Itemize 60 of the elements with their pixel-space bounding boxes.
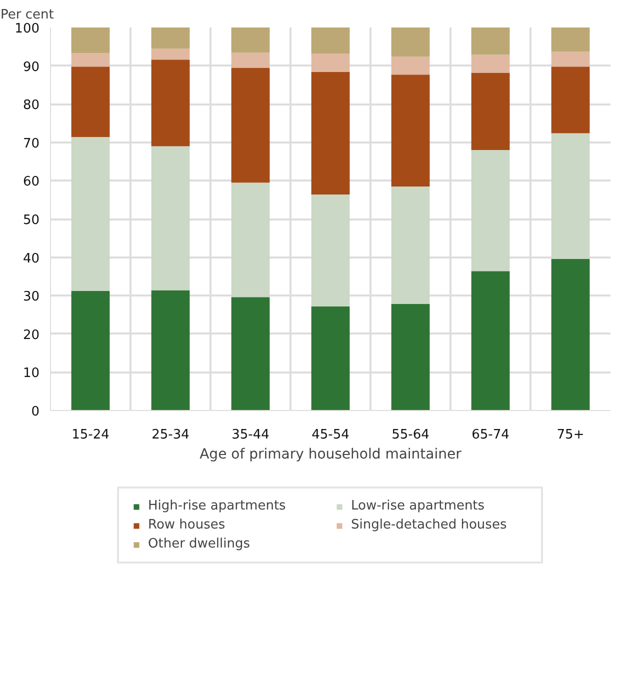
bar bbox=[471, 271, 510, 410]
bar bbox=[311, 194, 350, 306]
bar bbox=[71, 66, 110, 138]
bar bbox=[231, 52, 270, 68]
y-tick-label: 100 bbox=[14, 22, 40, 36]
y-tick-label: 20 bbox=[22, 328, 40, 343]
bar bbox=[311, 306, 350, 410]
x-tick-label: 25-34 bbox=[152, 428, 190, 442]
bar bbox=[231, 297, 270, 410]
y-tick-label: 90 bbox=[22, 60, 40, 75]
y-axis-title: Per cent bbox=[0, 8, 54, 22]
bar bbox=[311, 28, 350, 54]
y-tick-label: 70 bbox=[22, 136, 40, 152]
bar bbox=[151, 28, 190, 49]
legend-label: Low-rise apartments bbox=[351, 498, 486, 514]
bar bbox=[391, 304, 430, 410]
y-tick-label: 60 bbox=[22, 174, 40, 190]
bar bbox=[311, 54, 350, 72]
y-tick-label: 10 bbox=[22, 366, 40, 382]
x-tick-label: 35-44 bbox=[232, 428, 270, 442]
legend-label: High-rise apartments bbox=[148, 498, 287, 514]
bar bbox=[231, 68, 270, 183]
bar bbox=[551, 28, 590, 52]
bar bbox=[391, 28, 430, 57]
x-axis-title: Age of primary household maintainer bbox=[200, 446, 462, 462]
bar bbox=[471, 28, 510, 55]
bar bbox=[151, 48, 190, 60]
bar bbox=[471, 150, 510, 272]
bar bbox=[151, 146, 190, 290]
x-tick-label: 55-64 bbox=[392, 428, 430, 442]
bar bbox=[231, 182, 270, 298]
bar bbox=[391, 74, 430, 186]
x-tick-label: 45-54 bbox=[312, 428, 350, 442]
x-tick-label: 65-74 bbox=[472, 428, 510, 442]
bar bbox=[71, 28, 110, 54]
x-tick-label: 15-24 bbox=[72, 428, 110, 442]
bar bbox=[471, 72, 510, 150]
legend-label: Row houses bbox=[148, 518, 226, 532]
bar bbox=[551, 52, 590, 67]
bar bbox=[71, 53, 110, 67]
bar bbox=[151, 60, 190, 146]
legend-label: Single-detached houses bbox=[351, 518, 508, 532]
bar bbox=[551, 258, 590, 410]
y-tick-label: 30 bbox=[22, 290, 40, 305]
bar bbox=[471, 54, 510, 73]
bar bbox=[391, 186, 430, 304]
bar bbox=[151, 290, 190, 410]
bar bbox=[71, 291, 110, 410]
bar bbox=[551, 66, 590, 134]
bar bbox=[311, 72, 350, 194]
legend-label: Other dwellings bbox=[148, 536, 252, 552]
bar bbox=[71, 137, 110, 292]
x-tick-label: 75+ bbox=[556, 428, 584, 442]
bar bbox=[391, 56, 430, 75]
y-tick-label: 80 bbox=[22, 98, 40, 114]
y-tick-label: 50 bbox=[22, 213, 40, 228]
y-tick-label: 0 bbox=[31, 404, 40, 420]
y-tick-label: 40 bbox=[22, 251, 40, 266]
bar bbox=[231, 28, 270, 53]
bar bbox=[551, 133, 590, 259]
